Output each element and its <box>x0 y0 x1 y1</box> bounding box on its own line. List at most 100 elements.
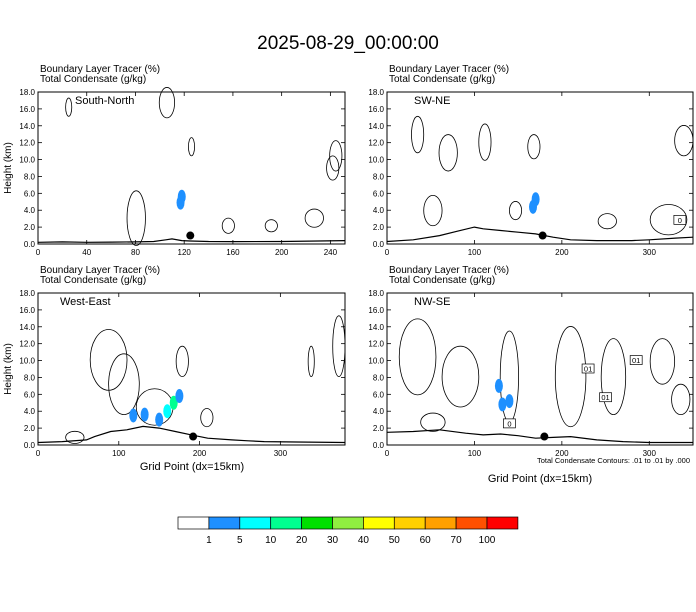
y-tick-label: 12.0 <box>19 139 35 148</box>
y-tick-label: 10.0 <box>19 156 35 165</box>
y-tick-label: 14.0 <box>368 323 384 332</box>
condensate-contour <box>175 345 189 377</box>
y-tick-label: 10.0 <box>368 357 384 366</box>
y-tick-label: 4.0 <box>373 407 385 416</box>
y-tick-label: 2.0 <box>373 424 385 433</box>
condensate-contour <box>649 338 676 385</box>
condensate-contour <box>600 338 627 416</box>
condensate-contour <box>441 345 480 408</box>
colorbar-label: 30 <box>327 535 339 546</box>
panel-2: 0.0 2.0 4.0 6.0 8.0 10.0 12.0 14.0 16.0 18.0 0 100 2… <box>19 289 346 458</box>
condensate-contour <box>158 87 176 119</box>
location-marker <box>540 432 549 441</box>
condensate-contour <box>423 194 443 227</box>
colorbar-swatch <box>239 516 272 530</box>
tracer-blob <box>498 397 507 412</box>
panel-1: 00.02.04.06.08.010.012.014.016.018.00 100… <box>368 88 694 257</box>
y-tick-label: 16.0 <box>368 306 384 315</box>
y-tick-label: 16.0 <box>19 105 35 114</box>
footer-note: Total Condensate Contours: .01 to .01 by… <box>537 456 690 465</box>
panel-0-region-name: South-North <box>75 95 134 107</box>
contour-label: 0 <box>507 419 511 428</box>
colorbar-swatch <box>393 516 426 530</box>
y-tick-label: 6.0 <box>24 390 36 399</box>
y-tick-label: 4.0 <box>24 206 36 215</box>
y-tick-label: 12.0 <box>368 340 384 349</box>
colorbar: 1 5 10 20 30 40 50 60 70 100 <box>177 516 519 546</box>
colorbar-swatch <box>424 516 457 530</box>
contour-label: 0 <box>678 216 682 225</box>
tracer-blob <box>176 195 185 210</box>
x-tick-label: 100 <box>468 248 482 257</box>
tracer-blob <box>155 412 164 427</box>
x-tick-label: 200 <box>275 248 289 257</box>
x-tick-label: 100 <box>112 449 126 458</box>
tracer-blob <box>169 395 178 410</box>
y-tick-label: 18.0 <box>368 289 384 298</box>
condensate-contour <box>200 408 214 428</box>
x-tick-label: 0 <box>36 248 41 257</box>
plot-frame <box>386 91 694 245</box>
colorbar-swatch <box>455 516 488 530</box>
x-tick-label: 200 <box>555 248 569 257</box>
y-tick-label: 4.0 <box>24 407 36 416</box>
contour-label-box <box>581 363 595 374</box>
condensate-contour <box>411 115 425 154</box>
colorbar-label: 20 <box>296 535 308 546</box>
condensate-contour <box>398 318 437 396</box>
panel-3-xlabel: Grid Point (dx=15km) <box>488 473 592 485</box>
y-tick-label: 10.0 <box>368 156 384 165</box>
location-marker <box>186 231 195 240</box>
panel-3-header-line1: Boundary Layer Tracer (%) <box>389 265 509 276</box>
plot-frame <box>37 292 346 446</box>
x-tick-label: 240 <box>324 248 338 257</box>
condensate-contour <box>597 213 617 230</box>
x-tick-label: 300 <box>643 449 657 458</box>
x-tick-label: 200 <box>555 449 569 458</box>
colorbar-swatch <box>301 516 333 530</box>
colorbar-swatch <box>208 516 241 530</box>
condensate-contour <box>509 201 523 221</box>
y-tick-label: 14.0 <box>19 323 35 332</box>
colorbar-swatch <box>270 516 302 530</box>
contour-label-box <box>673 215 687 225</box>
y-tick-label: 8.0 <box>24 373 36 382</box>
colorbar-label: 40 <box>358 535 370 546</box>
plot-frame <box>37 91 346 245</box>
panel-2-header-line1: Boundary Layer Tracer (%) <box>40 265 160 276</box>
colorbar-label: 100 <box>479 535 496 546</box>
condensate-contour <box>438 134 458 172</box>
contour-label-box <box>599 392 612 403</box>
panel-0: 0.0 2.0 4.0 6.0 8.0 10.0 12.0 14.0 16.0 18.0 0 40 80… <box>19 87 346 257</box>
panel-3-region-name: NW-SE <box>414 296 450 308</box>
panel-0-header-line2: Total Condensate (g/kg) <box>40 74 146 85</box>
condensate-contour <box>478 123 492 161</box>
colorbar-label: 5 <box>237 535 243 546</box>
terrain-line <box>386 226 694 243</box>
y-tick-label: 6.0 <box>373 189 385 198</box>
x-tick-label: 300 <box>274 449 288 458</box>
y-tick-label: 16.0 <box>19 306 35 315</box>
colorbar-label: 50 <box>389 535 401 546</box>
y-tick-label: 6.0 <box>373 390 385 399</box>
terrain-line <box>386 429 693 444</box>
condensate-contour <box>307 345 315 377</box>
y-tick-label: 18.0 <box>19 88 35 97</box>
x-tick-label: 40 <box>82 248 91 257</box>
panel-1-header-line2: Total Condensate (g/kg) <box>389 74 495 85</box>
panel-2-region-name: West-East <box>60 296 111 308</box>
condensate-contour <box>674 125 694 157</box>
colorbar-swatch <box>177 516 210 530</box>
y-tick-label: 12.0 <box>19 340 35 349</box>
y-tick-label: 6.0 <box>24 189 36 198</box>
y-tick-label: 0.0 <box>24 240 36 249</box>
tracer-blob <box>175 389 184 404</box>
tracer-blob <box>140 407 149 422</box>
x-tick-label: 80 <box>131 248 140 257</box>
panel-0-ylabel: Height (km) <box>3 142 14 194</box>
condensate-contour <box>126 190 146 246</box>
y-tick-label: 2.0 <box>24 424 36 433</box>
y-tick-label: 2.0 <box>24 223 36 232</box>
y-tick-label: 8.0 <box>373 373 385 382</box>
condensate-contour <box>188 137 195 157</box>
